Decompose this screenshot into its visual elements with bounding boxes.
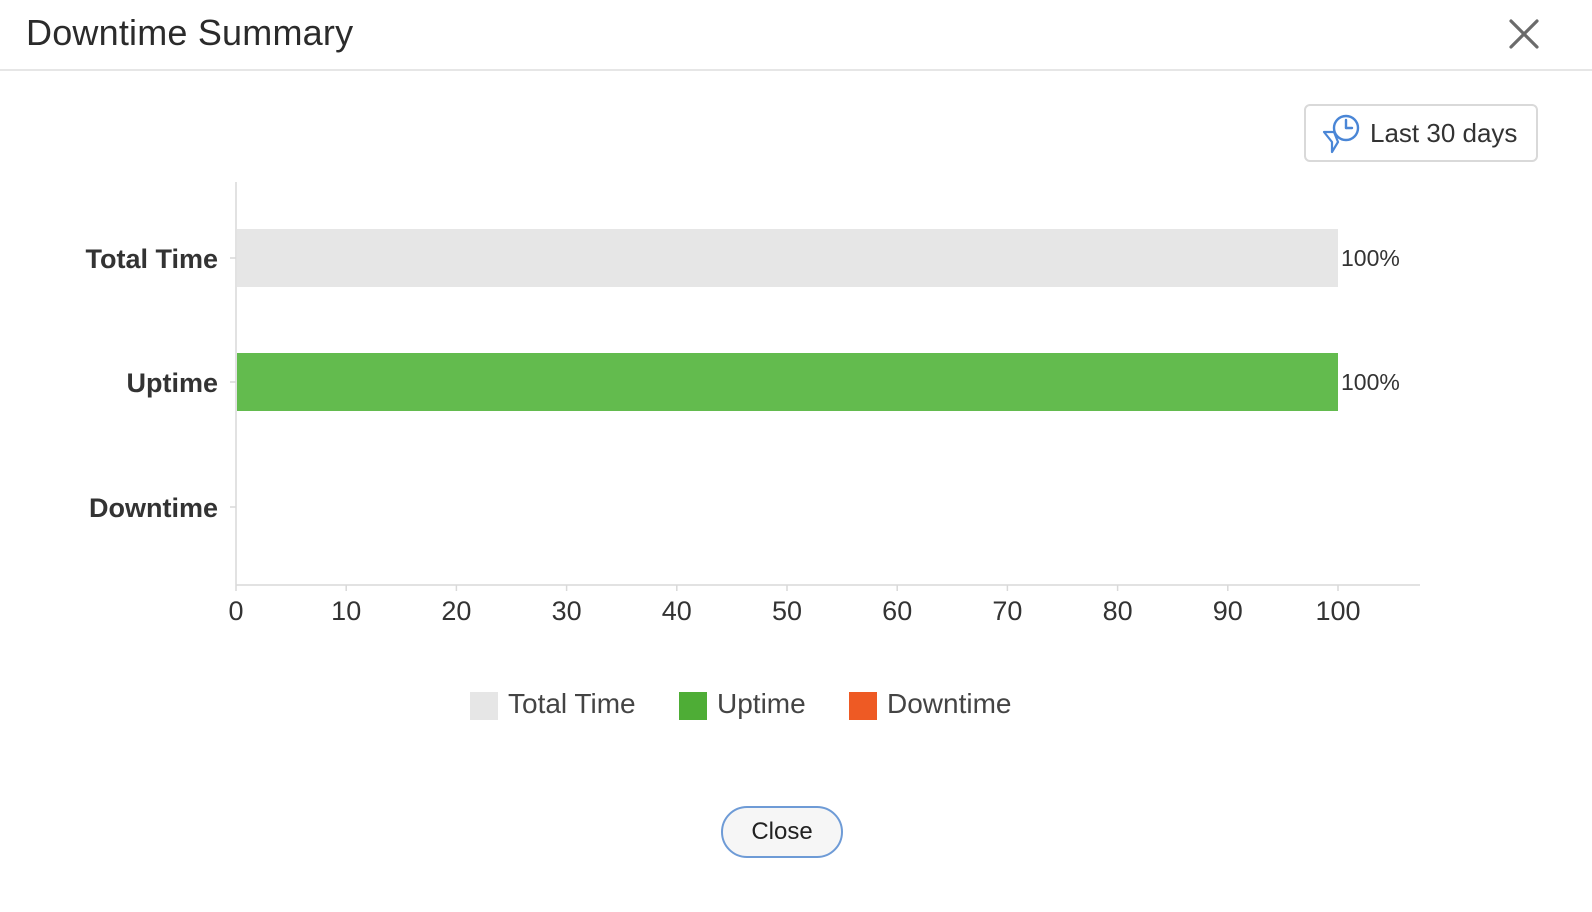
legend-swatch — [470, 692, 498, 720]
downtime-bar-chart: Total Time Uptime Downtime 100% 100% 0 10 20 30 4… — [85, 182, 1420, 626]
x-tick-label: 40 — [662, 596, 692, 626]
x-tick-label: 80 — [1103, 596, 1133, 626]
dialog-header: Downtime Summary — [0, 0, 1592, 71]
x-tick-label: 70 — [992, 596, 1022, 626]
clock-icon — [1320, 112, 1364, 156]
x-tick-label: 0 — [228, 596, 243, 626]
close-button[interactable]: Close — [721, 806, 843, 858]
legend-label: Downtime — [887, 688, 1012, 719]
x-tick-label: 100 — [1315, 596, 1360, 626]
x-tick-label: 60 — [882, 596, 912, 626]
x-tick-label: 10 — [331, 596, 361, 626]
x-tick-label: 20 — [441, 596, 471, 626]
bar-1 — [237, 353, 1338, 411]
x-tick-label: 30 — [552, 596, 582, 626]
dialog-title: Downtime Summary — [26, 12, 354, 53]
legend-label: Total Time — [508, 688, 636, 719]
legend-swatch — [679, 692, 707, 720]
y-tick-label: Downtime — [89, 493, 218, 523]
close-icon[interactable] — [1504, 14, 1544, 54]
bar-data-label: 100% — [1341, 245, 1400, 271]
legend-swatch — [849, 692, 877, 720]
chart-legend: Total Time Uptime Downtime — [0, 688, 1592, 728]
bar-0 — [237, 229, 1338, 287]
x-tick-label: 90 — [1213, 596, 1243, 626]
y-tick-label: Total Time — [85, 244, 218, 274]
legend-label: Uptime — [717, 688, 806, 719]
y-tick-label: Uptime — [126, 368, 218, 398]
bar-data-label: 100% — [1341, 369, 1400, 395]
date-range-label: Last 30 days — [1370, 118, 1518, 148]
date-range-button[interactable]: Last 30 days — [1304, 104, 1538, 162]
x-tick-label: 50 — [772, 596, 802, 626]
